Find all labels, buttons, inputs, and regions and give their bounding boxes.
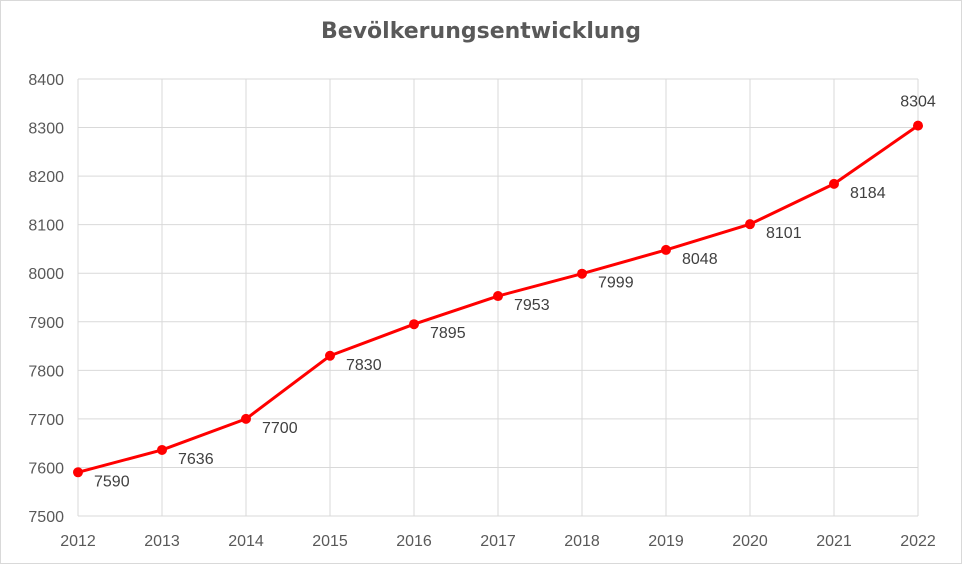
- data-label: 7953: [514, 297, 550, 314]
- y-tick-label: 7900: [28, 315, 64, 332]
- x-tick-label: 2016: [396, 533, 432, 550]
- chart-title: Bevölkerungsentwicklung: [321, 19, 641, 44]
- data-point: [577, 268, 587, 279]
- x-tick-label: 2018: [564, 533, 600, 550]
- y-tick-label: 8400: [28, 72, 64, 89]
- data-point: [745, 219, 755, 230]
- y-tick-label: 7600: [28, 460, 64, 477]
- data-label: 7999: [598, 275, 634, 292]
- data-label: 7895: [430, 325, 466, 342]
- data-label: 8048: [682, 251, 718, 268]
- y-tick-label: 8100: [28, 218, 64, 235]
- x-tick-label: 2013: [144, 533, 180, 550]
- data-point: [493, 291, 503, 302]
- x-tick-label: 2021: [816, 533, 852, 550]
- x-tick-label: 2017: [480, 533, 516, 550]
- y-tick-label: 7800: [28, 363, 64, 380]
- data-point: [661, 244, 671, 255]
- data-point: [913, 120, 923, 131]
- y-tick-label: 8000: [28, 266, 64, 283]
- data-label: 7700: [262, 420, 298, 437]
- x-tick-label: 2019: [648, 533, 684, 550]
- data-label: 7830: [346, 357, 382, 374]
- x-tick-label: 2014: [228, 533, 264, 550]
- data-label: 7636: [178, 451, 214, 468]
- data-label: 8101: [766, 225, 802, 242]
- data-label: 8184: [850, 185, 886, 202]
- x-tick-label: 2015: [312, 533, 348, 550]
- data-point: [325, 350, 335, 361]
- data-label: 8304: [900, 94, 936, 111]
- y-tick-label: 8300: [28, 121, 64, 138]
- y-tick-label: 8200: [28, 169, 64, 186]
- data-label: 7590: [94, 473, 130, 490]
- data-point: [73, 467, 83, 478]
- y-tick-label: 7700: [28, 412, 64, 429]
- x-tick-label: 2020: [732, 533, 768, 550]
- x-tick-label: 2012: [60, 533, 96, 550]
- y-tick-label: 7500: [28, 509, 64, 526]
- data-point: [157, 444, 167, 455]
- x-tick-label: 2022: [900, 533, 936, 550]
- data-point: [829, 178, 839, 189]
- data-point: [409, 319, 419, 330]
- data-point: [241, 413, 251, 424]
